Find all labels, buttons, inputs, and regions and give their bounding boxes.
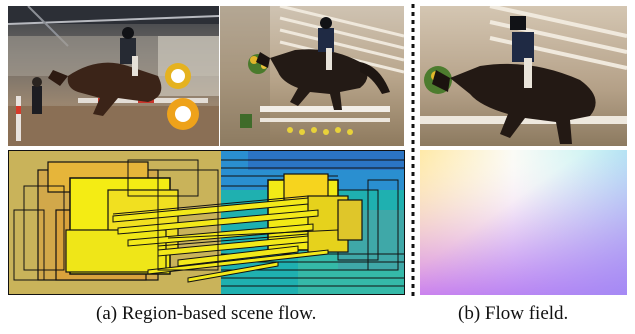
panel-separator: [411, 4, 415, 296]
photo-frame-right: [220, 6, 404, 146]
flow-field-panel: [420, 150, 627, 295]
caption-region-based-scene-flow: (a) Region-based scene flow.: [96, 303, 317, 324]
region-scene-flow-panel: [8, 150, 405, 295]
photo-frame-left: [8, 6, 219, 146]
caption-flow-field: (b) Flow field.: [458, 303, 569, 324]
photo-frame-zoomed: [420, 6, 627, 146]
